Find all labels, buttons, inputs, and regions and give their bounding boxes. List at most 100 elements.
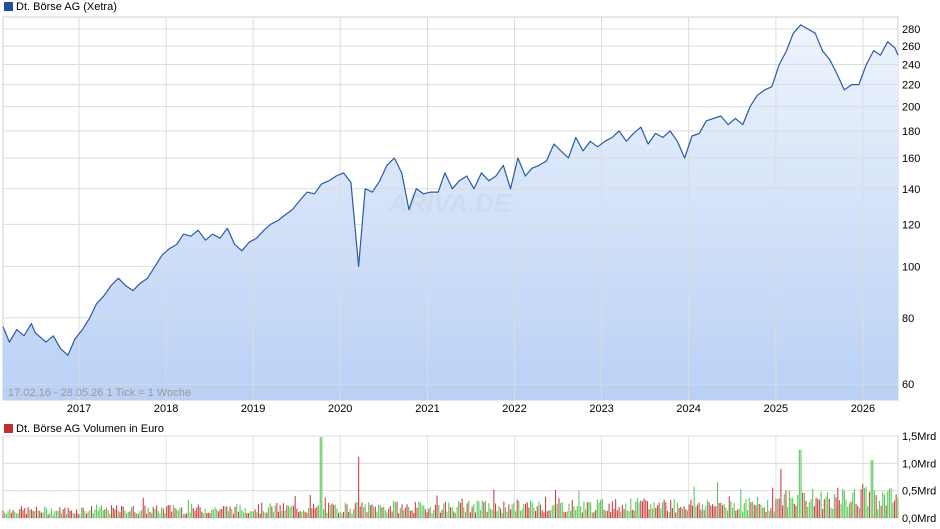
volume-bar <box>204 508 206 518</box>
volume-bar <box>149 511 151 518</box>
volume-bar <box>575 510 577 518</box>
volume-bar <box>593 512 595 518</box>
volume-bar <box>722 505 724 518</box>
volume-bar <box>156 505 158 518</box>
volume-bar <box>760 504 762 518</box>
volume-bar <box>651 508 653 518</box>
volume-bar <box>288 505 290 518</box>
volume-bar <box>783 494 785 518</box>
volume-bar <box>112 508 114 518</box>
volume-bar <box>822 509 824 518</box>
volume-bar <box>436 495 438 518</box>
volume-bar <box>767 500 769 518</box>
volume-bar <box>147 507 149 518</box>
volume-bar <box>695 506 697 518</box>
volume-bar <box>535 510 537 518</box>
volume-bar <box>161 507 163 518</box>
volume-bar <box>86 513 88 518</box>
volume-bar <box>67 507 69 518</box>
volume-bar <box>369 505 371 518</box>
volume-bar <box>323 509 325 518</box>
volume-bar <box>79 514 81 518</box>
volume-bar <box>895 494 897 518</box>
volume-bar <box>97 510 99 518</box>
volume-bar <box>318 505 320 518</box>
volume-bar <box>142 497 144 518</box>
volume-bar <box>742 511 744 518</box>
volume-bar <box>506 511 508 518</box>
volume-bar <box>878 500 880 518</box>
volume-bar <box>738 508 740 518</box>
volume-bar <box>558 498 560 518</box>
volume-bar <box>653 502 655 518</box>
volume-bar <box>663 499 665 518</box>
volume-bar <box>495 503 497 518</box>
volume-bar <box>860 489 862 518</box>
volume-bar <box>827 492 829 518</box>
volume-bar <box>645 500 647 518</box>
volume-bar <box>666 510 668 518</box>
volume-bar <box>875 495 877 518</box>
volume-bar <box>77 513 79 518</box>
volume-bar <box>715 506 717 518</box>
volume-chart: Dt. Börse AG Volumen in Euro 0,0Mrd 0,5Mrd… <box>2 423 936 525</box>
volume-bar <box>276 503 278 518</box>
volume-bar <box>76 509 78 518</box>
volume-bar <box>137 514 139 518</box>
volume-bar <box>311 508 313 518</box>
volume-bar <box>15 513 17 518</box>
volume-bar <box>661 502 663 518</box>
volume-plot-frame <box>2 435 899 519</box>
volume-bar <box>354 503 356 518</box>
volume-bar <box>184 514 186 518</box>
volume-bar <box>505 507 507 518</box>
volume-bar <box>126 513 128 518</box>
volume-bar <box>531 502 533 518</box>
volume-bar <box>590 502 592 518</box>
volume-bar <box>853 489 855 518</box>
volume-bar <box>22 510 24 518</box>
volume-bar <box>553 504 555 518</box>
volume-bar <box>481 500 483 518</box>
volume-bar <box>536 506 538 518</box>
volume-bar <box>867 506 869 518</box>
price-x-tick-label: 2017 <box>67 403 91 415</box>
volume-bar <box>543 512 545 518</box>
volume-bar <box>503 501 505 518</box>
volume-bar <box>154 508 156 518</box>
price-x-tick-label: 2022 <box>502 403 526 415</box>
volume-bar <box>189 512 191 518</box>
volume-bar <box>595 509 597 518</box>
volume-bar <box>366 512 368 518</box>
volume-bar <box>326 512 328 518</box>
volume-bar <box>870 460 872 518</box>
volume-bar <box>101 505 103 518</box>
volume-bar <box>620 511 622 518</box>
volume-bar <box>671 508 673 518</box>
volume-bar <box>17 513 19 518</box>
volume-bar <box>616 510 618 518</box>
volume-bar <box>678 508 680 518</box>
volume-bar <box>842 488 844 518</box>
volume-bar <box>807 506 809 518</box>
volume-bar <box>586 502 588 518</box>
volume-bar <box>520 510 522 518</box>
volume-bar <box>810 499 812 518</box>
volume-bar <box>540 504 542 518</box>
price-y-tick-label: 140 <box>902 184 920 196</box>
volume-bar <box>428 508 430 518</box>
volume-bar <box>648 509 650 518</box>
volume-bar <box>239 504 241 518</box>
volume-bar <box>795 505 797 518</box>
volume-bar <box>775 499 777 518</box>
volume-bar <box>650 504 652 518</box>
volume-bar <box>361 502 363 518</box>
volume-bar <box>868 491 870 518</box>
price-legend-swatch <box>4 2 13 11</box>
volume-bar <box>338 512 340 518</box>
volume-bar <box>60 513 62 518</box>
volume-bar <box>269 503 271 518</box>
volume-bar <box>378 504 380 518</box>
price-x-axis: 2017 2018 2019 2020 2021 2022 2023 2024 2025 2026 <box>67 17 875 518</box>
volume-bar <box>591 512 593 518</box>
